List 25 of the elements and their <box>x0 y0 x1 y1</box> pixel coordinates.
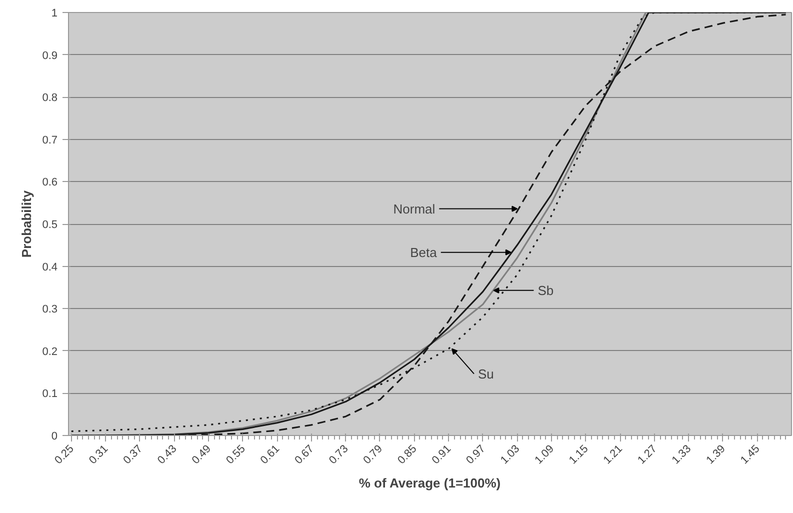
x-tick-label: 0.43 <box>156 442 180 467</box>
annotation: Beta <box>410 244 438 260</box>
y-tick-label: 1 <box>51 8 58 20</box>
annotation: Su <box>478 366 494 382</box>
x-tick-label: 0.91 <box>430 442 454 467</box>
y-tick-label: 0.1 <box>42 388 58 400</box>
y-tick-label: 0.6 <box>42 176 58 189</box>
y-tick-label: 0 <box>51 430 58 442</box>
y-tick-label: 0.7 <box>42 134 58 146</box>
x-tick-label: 0.79 <box>361 442 385 467</box>
y-tick-label: 0.4 <box>42 261 58 274</box>
annotation: Sb <box>538 282 554 298</box>
x-tick-label: 1.21 <box>601 442 625 467</box>
x-tick-label: 0.31 <box>86 442 111 467</box>
x-tick-label: 0.49 <box>190 442 214 467</box>
y-tick-label: 0.8 <box>42 92 58 104</box>
x-axis-title: % of Average (1=100%) <box>358 475 501 490</box>
y-tick-label: 0.5 <box>42 219 58 231</box>
y-axis-title: Probability <box>19 190 34 258</box>
y-tick-label: 0.2 <box>42 346 58 358</box>
x-tick-label: 0.73 <box>327 442 351 467</box>
x-tick-label: 0.61 <box>258 442 282 467</box>
annotation: Normal <box>393 201 436 216</box>
y-tick-label: 0.9 <box>42 50 58 62</box>
y-tick-label: 0.3 <box>42 304 58 316</box>
